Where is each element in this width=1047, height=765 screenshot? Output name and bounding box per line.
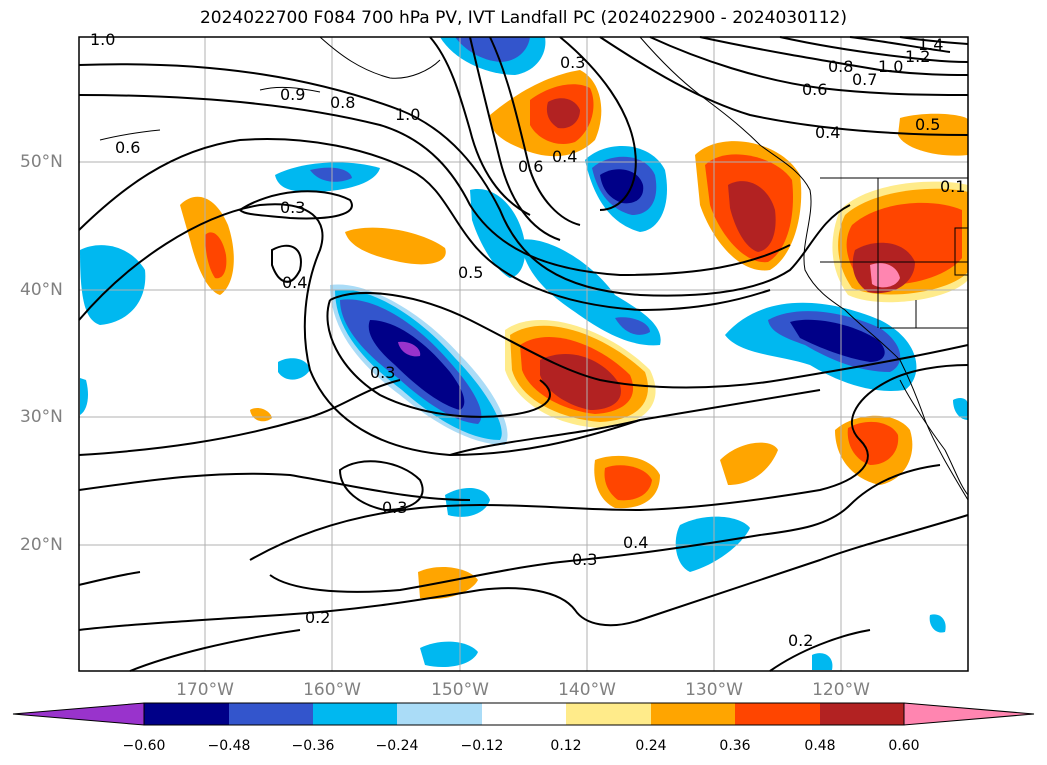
colorbar-bin [651,703,735,725]
contour-label: 0.6 [115,138,140,157]
contour-label: 0.3 [280,198,305,217]
colorbar-bin [144,703,229,725]
contour-label: 0.9 [280,85,305,104]
contour-label: 1.0 [395,105,420,124]
cool-anomaly [80,378,88,415]
lat-label: 40°N [20,280,63,300]
colorbar-tick-label: 0.12 [550,738,582,754]
contour-label: 0.4 [282,273,307,292]
contour-label: 0.4 [815,123,840,142]
colorbar-bin [313,703,397,725]
colorbar-bin [397,703,482,725]
lat-label: 20°N [20,535,63,555]
colorbar-bin [735,703,820,725]
colorbar-bin [566,703,651,725]
gridlines [79,37,968,671]
contour-label: 0.1 [940,177,965,196]
cool-anomaly [470,189,526,278]
cool-anomaly [368,320,465,410]
colorbar-tick-label: −0.48 [207,738,251,754]
contour-label: 0.6 [518,157,543,176]
colorbar-tick-label: −0.24 [375,738,419,754]
contour-label: 0.3 [572,550,597,569]
cool-anomaly [445,488,490,517]
map-title: 2024022700 F084 700 hPa PV, IVT Landfall… [199,8,847,28]
contour-label: 0.3 [370,363,395,382]
contour-label: 0.2 [305,608,330,627]
lon-label: 150°W [431,680,489,700]
contour-label: 0.4 [552,147,577,166]
colorbar-tick-label: 0.60 [888,738,920,754]
shaded-field [80,37,968,670]
colorbar-extend-low [12,702,145,726]
cool-anomaly [953,397,968,420]
colorbar-tick-label: 0.36 [719,738,751,754]
colorbar-tick-label: −0.36 [291,738,335,754]
colorbar-tick-label: 0.48 [804,738,836,754]
coastlines [99,36,969,501]
pv-contours [78,36,969,672]
warm-anomaly [847,421,899,465]
contour-label: 0.3 [560,53,585,72]
cool-anomaly [615,317,650,335]
contour-label: 0.8 [828,57,853,76]
contour-label: 0.6 [802,80,827,99]
contour-label: 0.5 [915,115,940,134]
lon-label: 130°W [685,680,743,700]
lat-label: 50°N [20,152,63,172]
contour-label: 0.2 [788,631,813,650]
lat-label: 30°N [20,407,63,427]
cool-anomaly [929,614,946,633]
warm-anomaly [540,354,621,410]
cool-anomaly [398,341,421,357]
warm-anomaly [205,232,227,279]
cool-anomaly [675,516,750,572]
contour-label: 1.4 [918,35,943,54]
cool-anomaly [310,167,352,182]
cool-anomaly [600,169,644,204]
cool-anomaly [278,358,310,380]
contour-label: 0.7 [852,70,877,89]
warm-anomaly [345,227,446,265]
contour-label: 0.8 [330,93,355,112]
contour-label: 0.4 [623,533,648,552]
contour-label: 1.0 [90,30,115,49]
colorbar-bin [820,703,904,725]
lon-label: 140°W [558,680,616,700]
cool-anomaly [790,319,885,362]
colorbar-bin [229,703,313,725]
cool-anomaly [420,641,478,668]
colorbar-tick-label: −0.12 [460,738,504,754]
cool-anomaly [812,653,833,670]
colorbar [12,702,1035,726]
colorbar-bin [482,703,566,725]
colorbar-tick-label: −0.60 [122,738,166,754]
colorbar-extend-high [903,702,1035,726]
contour-label: 0.3 [382,498,407,517]
warm-anomaly [720,442,778,485]
lon-label: 160°W [303,680,361,700]
lon-label: 170°W [176,680,234,700]
lon-label: 120°W [812,680,870,700]
map-frame [78,36,969,672]
warm-anomaly [250,407,272,422]
contour-label: 1.0 [878,57,903,76]
warm-anomaly [728,181,776,252]
warm-anomaly [604,465,652,501]
cool-anomaly [455,37,530,62]
contour-label: 1.2 [905,47,930,66]
warm-anomaly [546,98,580,129]
contour-label: 0.5 [458,263,483,282]
warm-anomaly [418,566,478,600]
colorbar-tick-label: 0.24 [635,738,667,754]
